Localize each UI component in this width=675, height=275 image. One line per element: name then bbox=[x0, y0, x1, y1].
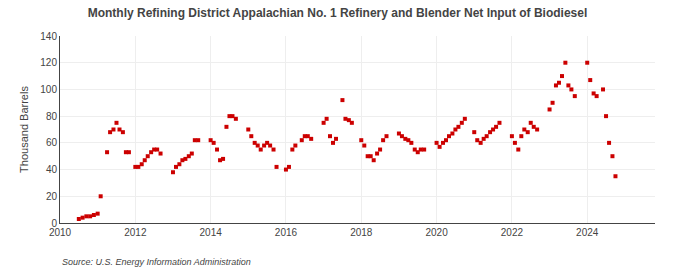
svg-text:2024: 2024 bbox=[576, 227, 599, 238]
svg-text:2012: 2012 bbox=[124, 227, 147, 238]
svg-text:Thousand Barrels: Thousand Barrels bbox=[18, 86, 30, 173]
svg-text:2014: 2014 bbox=[200, 227, 223, 238]
svg-text:140: 140 bbox=[40, 31, 57, 42]
svg-text:Source: U.S. Energy Informatio: Source: U.S. Energy Information Administ… bbox=[62, 257, 251, 267]
svg-text:2020: 2020 bbox=[425, 227, 448, 238]
svg-text:100: 100 bbox=[40, 84, 57, 95]
svg-text:0: 0 bbox=[51, 218, 57, 229]
svg-text:2018: 2018 bbox=[350, 227, 373, 238]
svg-text:2016: 2016 bbox=[275, 227, 298, 238]
svg-text:60: 60 bbox=[46, 137, 58, 148]
svg-text:2010: 2010 bbox=[49, 227, 72, 238]
svg-text:120: 120 bbox=[40, 57, 57, 68]
svg-text:40: 40 bbox=[46, 164, 58, 175]
svg-text:20: 20 bbox=[46, 191, 58, 202]
svg-text:80: 80 bbox=[46, 111, 58, 122]
svg-text:Monthly Refining District Appa: Monthly Refining District Appalachian No… bbox=[88, 6, 588, 20]
svg-text:2022: 2022 bbox=[501, 227, 524, 238]
